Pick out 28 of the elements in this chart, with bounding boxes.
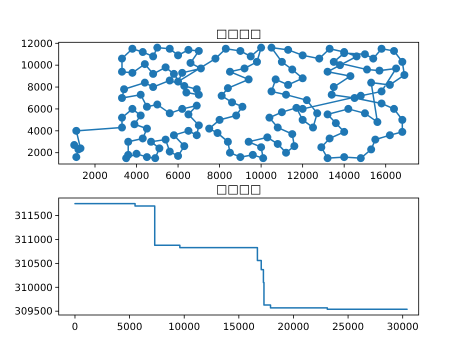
y-tick-label: 309500 — [14, 306, 53, 318]
y-tick-label: 310000 — [14, 282, 53, 294]
x-tick-label: 5000 — [116, 322, 142, 333]
chart-title: □□□□ — [216, 26, 262, 40]
chart-title: □□□□ — [216, 182, 262, 196]
x-tick-label: 0 — [72, 322, 78, 333]
y-tick-label: 6000 — [27, 104, 53, 116]
x-tick-label: 20000 — [278, 322, 310, 333]
x-tick-label: 6000 — [165, 171, 191, 182]
x-tick-label: 15000 — [222, 322, 255, 333]
x-tick-label: 4000 — [124, 171, 150, 182]
x-tick-label: 12000 — [286, 171, 319, 182]
x-tick-label: 25000 — [332, 322, 364, 333]
x-tick-label: 10000 — [168, 322, 200, 333]
x-tick-label: 16000 — [370, 171, 402, 182]
x-tick-label: 30000 — [386, 322, 419, 333]
y-tick-label: 12000 — [20, 38, 53, 50]
y-tick-label: 8000 — [27, 82, 53, 94]
x-tick-label: 10000 — [245, 171, 278, 182]
x-tick-label: 2000 — [82, 171, 108, 182]
y-tick-label: 311000 — [14, 234, 53, 246]
x-tick-label: 14000 — [328, 171, 360, 182]
y-tick-label: 10000 — [20, 60, 53, 72]
y-tick-label: 310500 — [14, 258, 53, 270]
y-tick-label: 2000 — [27, 148, 53, 160]
x-tick-label: 8000 — [206, 171, 232, 182]
y-tick-label: 4000 — [27, 126, 53, 138]
y-tick-label: 311500 — [14, 211, 53, 222]
